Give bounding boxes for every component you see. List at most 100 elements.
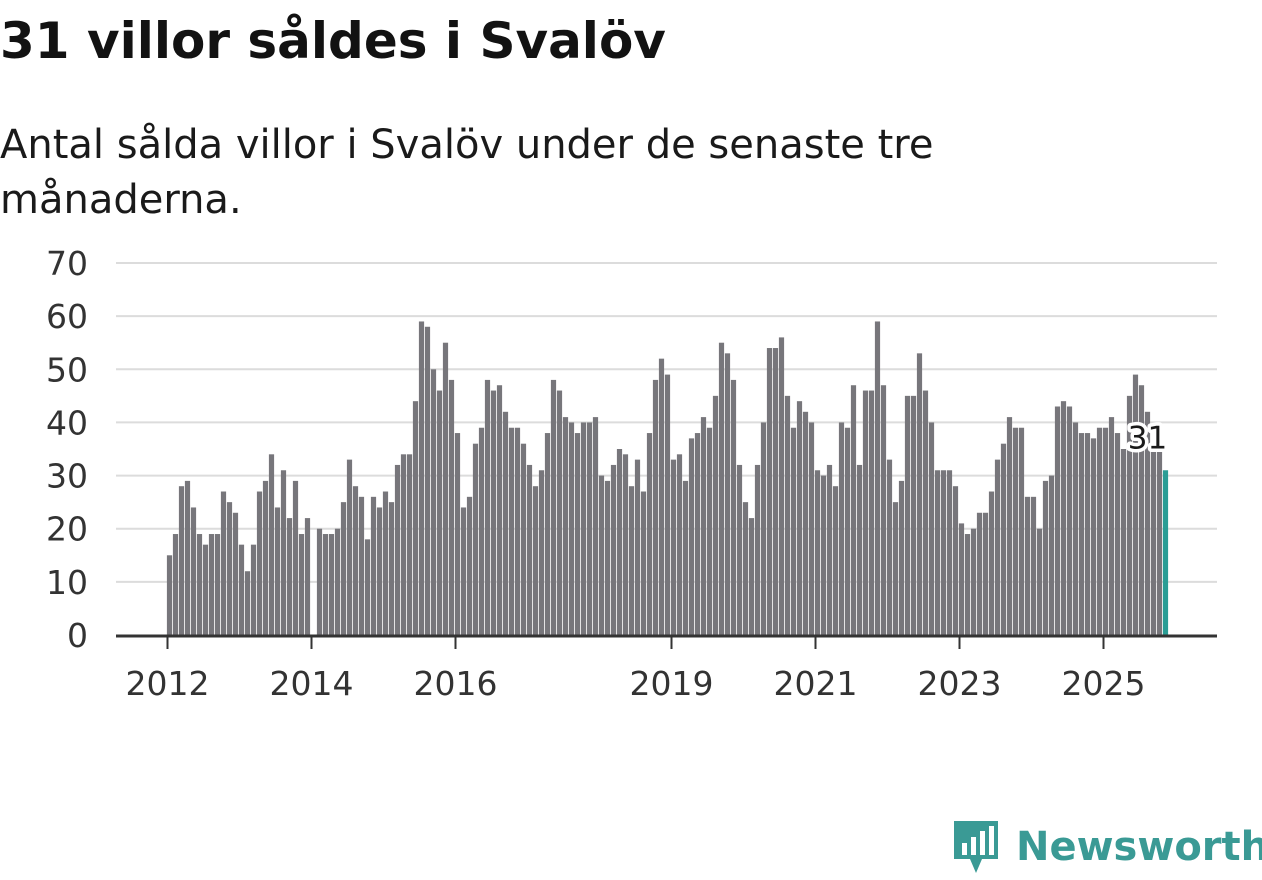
bar (514, 427, 521, 635)
bar (598, 475, 605, 635)
x-tick-label: 2021 (774, 664, 858, 703)
bar (496, 385, 503, 635)
bar (466, 496, 473, 635)
bar (904, 395, 911, 635)
bar (268, 454, 275, 635)
bar (424, 326, 431, 635)
bar (586, 422, 593, 635)
bar (814, 470, 821, 635)
bar (352, 486, 359, 635)
bar (862, 390, 869, 635)
bar (700, 417, 707, 635)
bar (646, 433, 653, 635)
bar (940, 470, 947, 635)
bar (1042, 480, 1049, 635)
bar (1000, 443, 1007, 635)
bar (418, 321, 425, 635)
bar (610, 464, 617, 635)
bar (760, 422, 767, 635)
bar (1006, 417, 1013, 635)
bar (748, 518, 755, 635)
highlight-value-label: 31 (1128, 420, 1167, 456)
bar (532, 486, 539, 635)
bar (604, 480, 611, 635)
bar (346, 459, 353, 635)
bar (652, 379, 659, 635)
bar (370, 496, 377, 635)
bar (1024, 496, 1031, 635)
value-labels: 31 (1124, 417, 1170, 460)
brand-footer: Newsworthy (950, 814, 1262, 880)
bar (274, 507, 281, 635)
bar (490, 390, 497, 635)
bar (166, 555, 173, 635)
bar (1090, 438, 1097, 635)
bar (322, 534, 329, 635)
bar (808, 422, 815, 635)
bar (472, 443, 479, 635)
bar (730, 379, 737, 635)
bar (784, 395, 791, 635)
bar (436, 390, 443, 635)
bar (766, 348, 773, 635)
bar (316, 528, 323, 635)
bar (706, 427, 713, 635)
x-tick-label: 2014 (270, 664, 354, 703)
bar (502, 411, 509, 635)
bar (256, 491, 263, 635)
bar (592, 417, 599, 635)
bar (400, 454, 407, 635)
x-tick-label: 2019 (630, 664, 714, 703)
bar (742, 502, 749, 635)
bar (406, 454, 413, 635)
chart-subtitle: Antal sålda villor i Svalöv under de sen… (0, 122, 934, 223)
bar (964, 534, 971, 635)
bar (442, 342, 449, 635)
bar (850, 385, 857, 635)
bar-highlight (1162, 470, 1169, 635)
bar (916, 353, 923, 635)
bar (1102, 427, 1109, 635)
bar (214, 534, 221, 635)
bar (232, 512, 239, 635)
bar (250, 544, 257, 635)
bar (688, 438, 695, 635)
bar (196, 534, 203, 635)
bar (508, 427, 515, 635)
bar (220, 491, 227, 635)
bar (970, 528, 977, 635)
bar (1150, 443, 1157, 635)
bar (460, 507, 467, 635)
bar (478, 427, 485, 635)
bar (658, 358, 665, 635)
bar (640, 491, 647, 635)
bar (1036, 528, 1043, 635)
bar (568, 422, 575, 635)
bar (208, 534, 215, 635)
bar (298, 534, 305, 635)
bar (304, 518, 311, 635)
y-tick-label: 60 (46, 297, 88, 336)
bar (1096, 427, 1103, 635)
bar (286, 518, 293, 635)
bar (802, 411, 809, 635)
bar (1012, 427, 1019, 635)
chart-title: 31 villor såldes i Svalöv (0, 12, 666, 70)
bar (430, 369, 437, 635)
bar (976, 512, 983, 635)
bar (958, 523, 965, 635)
x-tick-label: 2025 (1062, 664, 1146, 703)
bar (994, 459, 1001, 635)
bar (934, 470, 941, 635)
bar (724, 353, 731, 635)
y-tick-label: 20 (46, 510, 88, 549)
bar (676, 454, 683, 635)
bar (736, 464, 743, 635)
newsworthy-chart-logo-icon (954, 821, 998, 873)
bar (202, 544, 209, 635)
bar (988, 491, 995, 635)
bar (328, 534, 335, 635)
x-axis-ticks: 2012 2014 2016 2019 2021 2023 2025 (126, 636, 1146, 703)
bar (772, 348, 779, 635)
